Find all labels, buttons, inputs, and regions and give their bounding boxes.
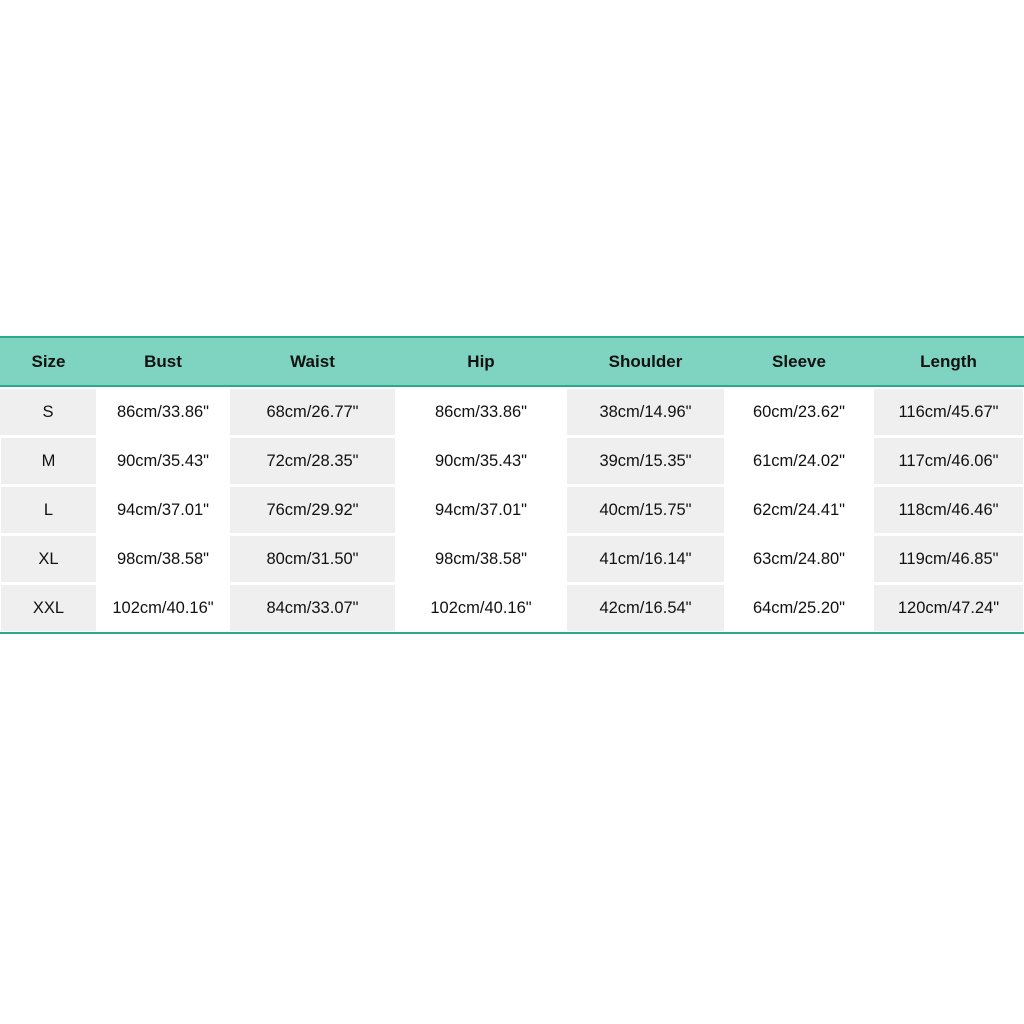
table-cell-waist: 80cm/31.50" — [230, 536, 395, 582]
table-cell-sleeve: 61cm/24.02" — [752, 451, 846, 470]
table-cell-bust: 90cm/35.43" — [116, 451, 210, 470]
table-cell-hip: 102cm/40.16" — [430, 598, 532, 617]
table-cell-shoulder: 42cm/16.54" — [567, 585, 724, 631]
table-cell-sleeve: 62cm/24.41" — [752, 500, 846, 519]
table-cell-sleeve: 64cm/25.20" — [752, 598, 846, 617]
table-header: Size Bust Waist Hip Shoulder Sleeve Length — [0, 336, 1024, 387]
size-label-cell: XL — [1, 536, 96, 582]
column-header-shoulder: Shoulder — [608, 351, 683, 371]
table-cell-length: 116cm/45.67" — [874, 389, 1023, 435]
table-cell-length: 118cm/46.46" — [874, 487, 1023, 533]
size-label-cell: M — [1, 438, 96, 484]
table-cell-shoulder: 39cm/15.35" — [567, 438, 724, 484]
column-header-waist: Waist — [290, 351, 335, 371]
table-cell-length: 119cm/46.85" — [874, 536, 1023, 582]
column-header-size: Size — [31, 351, 66, 371]
table-cell-waist: 76cm/29.92" — [230, 487, 395, 533]
table-cell-sleeve: 60cm/23.62" — [752, 402, 846, 421]
table-cell-bust: 102cm/40.16" — [112, 598, 214, 617]
table-cell-bust: 86cm/33.86" — [116, 402, 210, 421]
table-cell-shoulder: 38cm/14.96" — [567, 389, 724, 435]
table-cell-bust: 94cm/37.01" — [116, 500, 210, 519]
table-cell-shoulder: 41cm/16.14" — [567, 536, 724, 582]
table-cell-hip: 90cm/35.43" — [434, 451, 528, 470]
column-header-sleeve: Sleeve — [772, 351, 826, 371]
table-cell-hip: 98cm/38.58" — [434, 549, 528, 568]
table-cell-shoulder: 40cm/15.75" — [567, 487, 724, 533]
table-cell-waist: 72cm/28.35" — [230, 438, 395, 484]
column-header-hip: Hip — [467, 351, 495, 371]
table-cell-waist: 68cm/26.77" — [230, 389, 395, 435]
size-label-cell: XXL — [1, 585, 96, 631]
table-cell-bust: 98cm/38.58" — [116, 549, 210, 568]
table-cell-hip: 94cm/37.01" — [434, 500, 528, 519]
size-label-cell: S — [0, 389, 96, 435]
table-cell-length: 120cm/47.24" — [874, 585, 1023, 631]
column-header-bust: Bust — [144, 351, 182, 371]
size-chart-table: Size Bust Waist Hip Shoulder Sleeve Length S 86… — [0, 336, 1024, 634]
table-cell-sleeve: 63cm/24.80" — [752, 549, 846, 568]
table-cell-waist: 84cm/33.07" — [230, 585, 395, 631]
column-header-length: Length — [920, 351, 977, 371]
table-cell-hip: 86cm/33.86" — [434, 402, 528, 421]
size-label-cell: L — [1, 487, 96, 533]
table-body: S 86cm/33.86" 68cm/26.77" 86cm/33.86" 38cm/1… — [0, 387, 1024, 634]
table-cell-length: 117cm/46.06" — [874, 438, 1023, 484]
